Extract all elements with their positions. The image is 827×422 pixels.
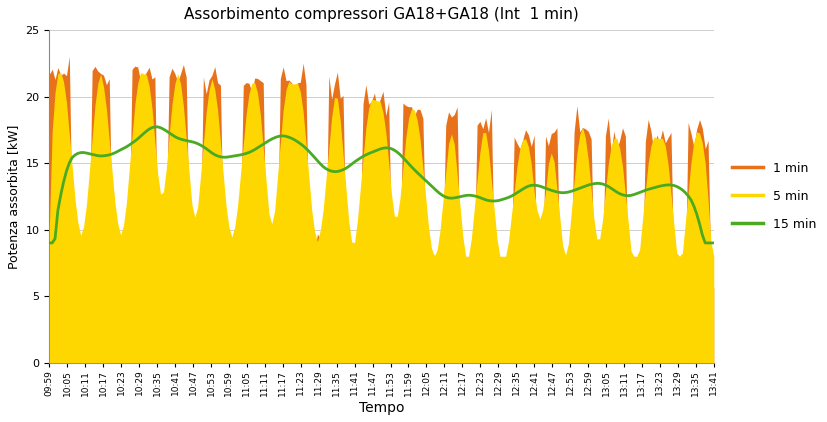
15 min <box>87 152 97 157</box>
Legend: 1 min, 5 min, 15 min: 1 min, 5 min, 15 min <box>726 157 820 236</box>
15 min <box>674 185 684 190</box>
X-axis label: Tempo: Tempo <box>358 401 404 415</box>
15 min <box>471 194 481 199</box>
15 min <box>680 190 690 195</box>
Line: 15 min: 15 min <box>50 127 713 243</box>
Title: Assorbimento compressori GA18+GA18 (Int  1 min): Assorbimento compressori GA18+GA18 (Int … <box>184 7 578 22</box>
15 min <box>708 241 718 246</box>
Y-axis label: Potenza assorbita [kW]: Potenza assorbita [kW] <box>7 124 20 268</box>
15 min <box>241 151 251 156</box>
15 min <box>150 124 160 130</box>
15 min <box>298 143 308 149</box>
15 min <box>45 241 55 246</box>
